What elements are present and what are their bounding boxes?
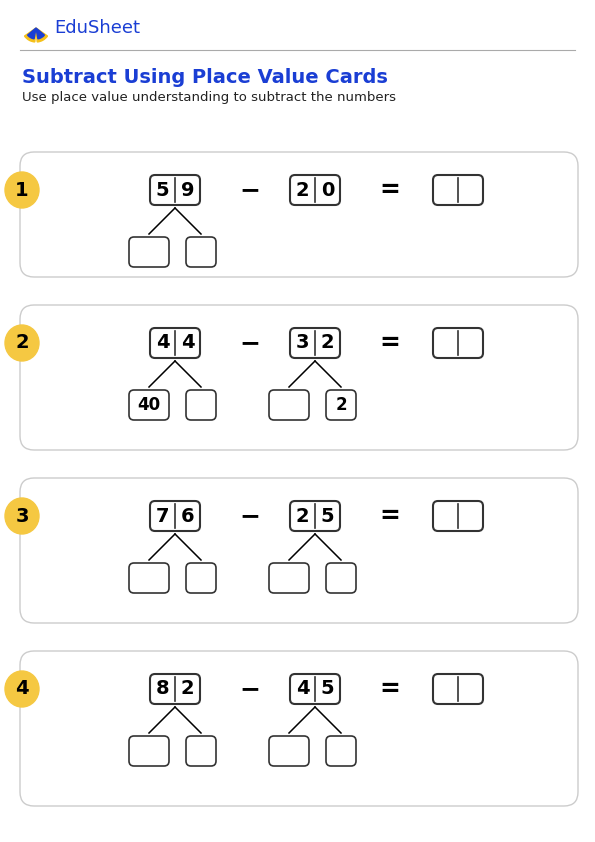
Text: =: =: [380, 178, 400, 202]
FancyBboxPatch shape: [269, 390, 309, 420]
FancyBboxPatch shape: [129, 237, 169, 267]
Ellipse shape: [5, 498, 39, 534]
FancyBboxPatch shape: [129, 563, 169, 593]
Text: 9: 9: [181, 180, 194, 200]
FancyBboxPatch shape: [326, 736, 356, 766]
Text: 2: 2: [181, 679, 195, 699]
FancyBboxPatch shape: [20, 152, 578, 277]
Text: 2: 2: [335, 396, 347, 414]
FancyBboxPatch shape: [150, 674, 200, 704]
Text: 4: 4: [296, 679, 309, 699]
FancyBboxPatch shape: [290, 175, 340, 205]
Text: 5: 5: [156, 180, 170, 200]
FancyBboxPatch shape: [433, 328, 483, 358]
FancyBboxPatch shape: [129, 390, 169, 420]
Text: −: −: [240, 178, 261, 202]
Text: =: =: [380, 504, 400, 528]
FancyBboxPatch shape: [326, 563, 356, 593]
FancyBboxPatch shape: [150, 501, 200, 531]
Text: −: −: [240, 677, 261, 701]
FancyBboxPatch shape: [186, 237, 216, 267]
Text: 6: 6: [181, 507, 195, 525]
Text: 2: 2: [15, 333, 29, 353]
FancyBboxPatch shape: [290, 328, 340, 358]
Ellipse shape: [5, 671, 39, 707]
Text: 4: 4: [181, 333, 195, 353]
Ellipse shape: [5, 172, 39, 208]
FancyBboxPatch shape: [269, 736, 309, 766]
Text: =: =: [380, 331, 400, 355]
Text: 5: 5: [321, 507, 334, 525]
FancyBboxPatch shape: [290, 674, 340, 704]
Text: 5: 5: [321, 679, 334, 699]
Text: 3: 3: [15, 507, 29, 525]
Text: 4: 4: [15, 679, 29, 699]
Text: =: =: [380, 677, 400, 701]
FancyBboxPatch shape: [433, 674, 483, 704]
FancyBboxPatch shape: [433, 501, 483, 531]
FancyBboxPatch shape: [269, 563, 309, 593]
Text: 8: 8: [156, 679, 170, 699]
FancyBboxPatch shape: [20, 478, 578, 623]
Wedge shape: [36, 28, 45, 39]
FancyBboxPatch shape: [186, 736, 216, 766]
FancyBboxPatch shape: [20, 651, 578, 806]
FancyBboxPatch shape: [326, 390, 356, 420]
Text: Use place value understanding to subtract the numbers: Use place value understanding to subtrac…: [22, 91, 396, 104]
Text: 40: 40: [137, 396, 161, 414]
Text: EduSheet: EduSheet: [54, 19, 140, 37]
Text: 2: 2: [296, 507, 309, 525]
Text: 3: 3: [296, 333, 309, 353]
Text: 1: 1: [15, 180, 29, 200]
FancyBboxPatch shape: [433, 175, 483, 205]
FancyBboxPatch shape: [150, 328, 200, 358]
Text: −: −: [240, 331, 261, 355]
FancyBboxPatch shape: [186, 390, 216, 420]
FancyBboxPatch shape: [290, 501, 340, 531]
Wedge shape: [27, 28, 36, 39]
FancyBboxPatch shape: [150, 175, 200, 205]
Ellipse shape: [5, 325, 39, 361]
Wedge shape: [24, 28, 36, 42]
Text: 2: 2: [321, 333, 334, 353]
Text: Subtract Using Place Value Cards: Subtract Using Place Value Cards: [22, 68, 388, 87]
FancyBboxPatch shape: [129, 736, 169, 766]
Text: −: −: [240, 504, 261, 528]
Text: 4: 4: [156, 333, 170, 353]
FancyBboxPatch shape: [20, 305, 578, 450]
FancyBboxPatch shape: [186, 563, 216, 593]
Wedge shape: [36, 28, 48, 42]
Text: 0: 0: [321, 180, 334, 200]
Text: 2: 2: [296, 180, 309, 200]
Text: 7: 7: [156, 507, 169, 525]
